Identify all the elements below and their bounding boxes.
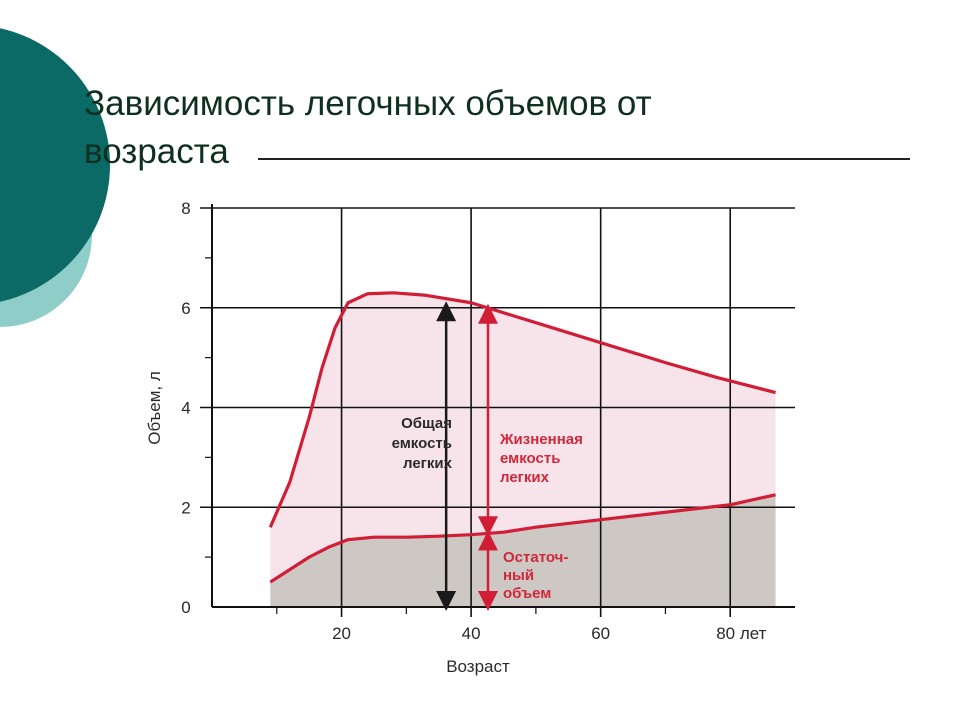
y-tick-label: 0 (181, 598, 190, 617)
residual-volume-area (270, 494, 776, 607)
x-tick-label: 60 (591, 624, 610, 643)
slide-title: Зависимость легочных объемов от возраста (84, 80, 844, 176)
x-axis-label: Возраст (446, 657, 510, 676)
total-capacity-label: емкость (392, 435, 452, 452)
total-capacity-line (268, 291, 776, 528)
x-tick-label: 40 (462, 624, 481, 643)
slide-title-line1: Зависимость легочных объемов от (84, 84, 652, 123)
total-capacity-label: легких (403, 455, 453, 472)
x-tick-label: 80 лет (716, 624, 766, 643)
teal-dark-circle (0, 28, 110, 302)
y-axis-label: Объем, л (145, 371, 164, 445)
vital-capacity-label: емкость (500, 450, 560, 467)
x-tick-label: 20 (332, 624, 351, 643)
vital-capacity-label: легких (500, 469, 550, 486)
total-capacity-label: Общая (401, 415, 452, 432)
residual-volume-label: Остаточ- (503, 549, 568, 566)
title-underline (258, 158, 910, 160)
slide-title-line2: возраста (84, 132, 229, 171)
y-tick-label: 6 (181, 299, 190, 318)
y-tick-label: 8 (181, 199, 190, 218)
y-tick-label: 4 (181, 399, 190, 418)
vital-capacity-label: Жизненная (499, 431, 583, 448)
residual-volume-label: ный (503, 567, 534, 584)
residual-volume-label: объем (503, 585, 551, 602)
vital-capacity-area (270, 292, 776, 583)
y-tick-label: 2 (181, 498, 190, 517)
